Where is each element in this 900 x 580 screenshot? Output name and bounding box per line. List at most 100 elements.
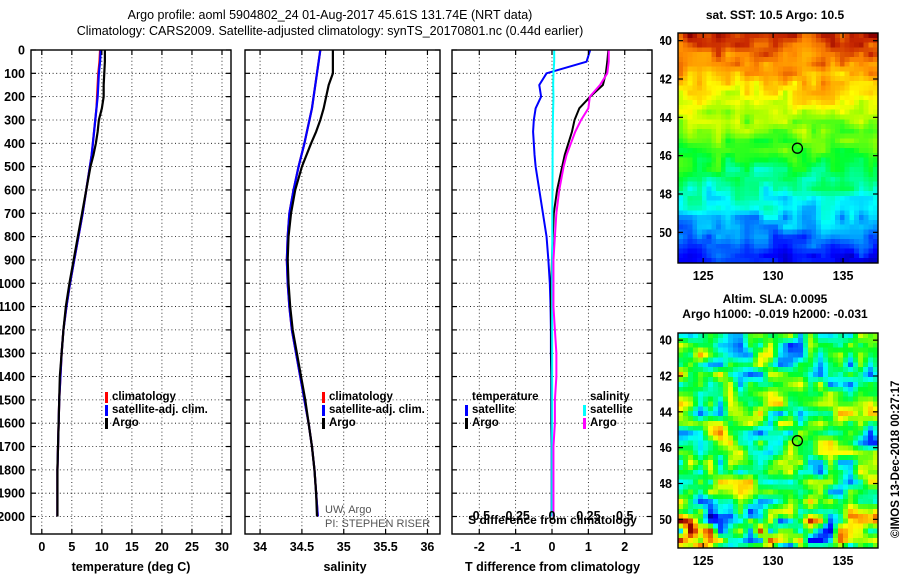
map-x-tick-label: 125 — [693, 554, 714, 568]
temperature-legend: climatology satellite-adj. clim. Argo — [105, 391, 208, 430]
legend-title-salinity: salinity — [590, 391, 630, 403]
x-tick-label-salinity: 0.5 — [616, 509, 633, 523]
x-tick-label: 15 — [125, 540, 139, 554]
map-y-tick-label: -46 — [660, 441, 672, 455]
y-tick-label: 900 — [4, 253, 25, 267]
salinity-xaxis-label: salinity — [323, 560, 367, 574]
map-y-tick-label: -44 — [660, 405, 672, 419]
legend-item-temperature-satellite: satellite — [465, 404, 538, 417]
y-tick-label: 800 — [4, 230, 25, 244]
x-tick-label-salinity: -0.5 — [468, 509, 490, 523]
x-tick-label: 10 — [95, 540, 109, 554]
legend-swatch-temperature-argo — [465, 418, 468, 429]
profile-location-marker — [791, 142, 804, 154]
temperature-plot[interactable]: 0100200300400500600700800900100011001200… — [0, 0, 235, 580]
x-tick-label-temperature: -2 — [474, 540, 485, 554]
map-y-tick-label: -44 — [660, 111, 672, 125]
y-tick-label: 1000 — [0, 277, 25, 291]
x-tick-label: 35.5 — [373, 540, 397, 554]
legend-item-satellite-adj-clim: satellite-adj. clim. — [322, 404, 425, 417]
profile-location-marker — [791, 435, 804, 447]
y-tick-label: 600 — [4, 183, 25, 197]
legend-swatch-argo — [322, 418, 325, 429]
pi-label: PI: STEPHEN RISER — [325, 518, 431, 530]
difference-legend-temperature: temperature satellite Argo — [465, 391, 538, 430]
legend-label-climatology: climatology — [112, 391, 176, 403]
difference-plot[interactable]: -2 -1 0 1 2 -0.5 -0.25 0 0.25 0.5 — [450, 0, 665, 580]
sst-map-title: sat. SST: 10.5 Argo: 10.5 — [705, 8, 845, 22]
legend-swatch-satellite-adj-clim — [105, 405, 108, 416]
legend-label-argo: Argo — [112, 417, 139, 429]
salinity-legend: climatology satellite-adj. clim. Argo — [322, 391, 425, 430]
x-tick-label: 34.5 — [290, 540, 314, 554]
y-tick-label: 1100 — [0, 300, 25, 314]
y-tick-label: 1300 — [0, 347, 25, 361]
legend-swatch-salinity-argo — [583, 418, 586, 429]
page-title-line2: Climatology: CARS2009. Satellite-adjuste… — [76, 24, 584, 38]
difference-panel: -2 -1 0 1 2 -0.5 -0.25 0 0.25 0.5 — [450, 0, 665, 580]
x-tick-label-salinity: -0.25 — [501, 509, 530, 523]
y-tick-label: 1700 — [0, 440, 25, 454]
y-tick-label: 200 — [4, 90, 25, 104]
legend-item-argo: Argo — [322, 417, 425, 430]
legend-swatch-satellite-adj-clim — [322, 405, 325, 416]
y-tick-label: 300 — [4, 113, 25, 127]
y-tick-label: 1600 — [0, 417, 25, 431]
x-tick-label-salinity: 0.25 — [576, 509, 600, 523]
legend-swatch-salinity-satellite — [583, 405, 586, 416]
legend-item-temperature-argo: Argo — [465, 417, 538, 430]
difference-legend-salinity: salinity satellite Argo — [583, 391, 633, 430]
y-tick-label: 100 — [4, 67, 25, 81]
y-tick-label: 1200 — [0, 323, 25, 337]
legend-label-argo: Argo — [329, 417, 356, 429]
x-tick-label-temperature: 1 — [585, 540, 592, 554]
data-provider-label: UW, Argo — [325, 504, 372, 516]
x-tick-label-temperature: -1 — [510, 540, 521, 554]
sla-map[interactable]: -40 -42 -44 -46 -48 -50 125 130 135 — [660, 325, 900, 580]
legend-label-salinity-satellite: satellite — [590, 404, 633, 416]
legend-item-salinity-satellite: satellite — [583, 404, 633, 417]
x-tick-label-temperature: 2 — [621, 540, 628, 554]
page-title-line1: Argo profile: aoml 5904802_24 01-Aug-201… — [127, 8, 533, 22]
legend-swatch-climatology — [105, 392, 108, 403]
y-tick-label: 1400 — [0, 370, 25, 384]
sst-map[interactable]: -40 -42 -44 -46 -48 -50 125 130 135 — [660, 25, 900, 295]
legend-label-climatology: climatology — [329, 391, 393, 403]
sla-map-title-line1: Altim. SLA: 0.0095 — [722, 292, 828, 306]
map-x-tick-label: 130 — [763, 269, 784, 283]
map-y-tick-label: -42 — [660, 73, 672, 87]
x-tick-label-salinity: 0 — [549, 509, 556, 523]
x-tick-label: 35 — [337, 540, 351, 554]
map-y-tick-label: -40 — [660, 334, 672, 348]
legend-item-climatology: climatology — [322, 391, 425, 404]
x-tick-label: 36 — [420, 540, 434, 554]
y-tick-label: 500 — [4, 160, 25, 174]
legend-item-climatology: climatology — [105, 391, 208, 404]
y-tick-label: 2000 — [0, 510, 25, 524]
map-y-tick-label: -50 — [660, 226, 672, 240]
map-y-tick-label: -40 — [660, 34, 672, 48]
y-tick-label: 0 — [18, 44, 25, 58]
map-y-tick-label: -48 — [660, 188, 672, 202]
legend-item-argo: Argo — [105, 417, 208, 430]
map-x-tick-label: 125 — [693, 269, 714, 283]
legend-label-temperature-argo: Argo — [472, 417, 499, 429]
map-y-tick-label: -48 — [660, 477, 672, 491]
legend-item-salinity-argo: Argo — [583, 417, 633, 430]
legend-label-salinity-argo: Argo — [590, 417, 617, 429]
legend-label-satellite-adj-clim: satellite-adj. clim. — [112, 404, 208, 416]
y-tick-label: 400 — [4, 137, 25, 151]
x-tick-label: 25 — [185, 540, 199, 554]
salinity-plot[interactable]: 34 34.5 35 35.5 36 — [235, 0, 450, 580]
difference-xaxis-label-bottom: T difference from climatology — [464, 560, 641, 574]
x-tick-label: 20 — [155, 540, 169, 554]
map-x-tick-label: 135 — [833, 269, 854, 283]
legend-swatch-climatology — [322, 392, 325, 403]
legend-item-satellite-adj-clim: satellite-adj. clim. — [105, 404, 208, 417]
legend-title-temperature: temperature — [472, 391, 539, 403]
temperature-panel: 0 100 200 300 400 500 600 700 800 900 1000 1100 1200… — [0, 0, 235, 580]
map-x-tick-label: 130 — [763, 554, 784, 568]
y-tick-label: 1900 — [0, 487, 25, 501]
temperature-xaxis-label: temperature (deg C) — [71, 560, 191, 574]
y-tick-label: 1500 — [0, 393, 25, 407]
